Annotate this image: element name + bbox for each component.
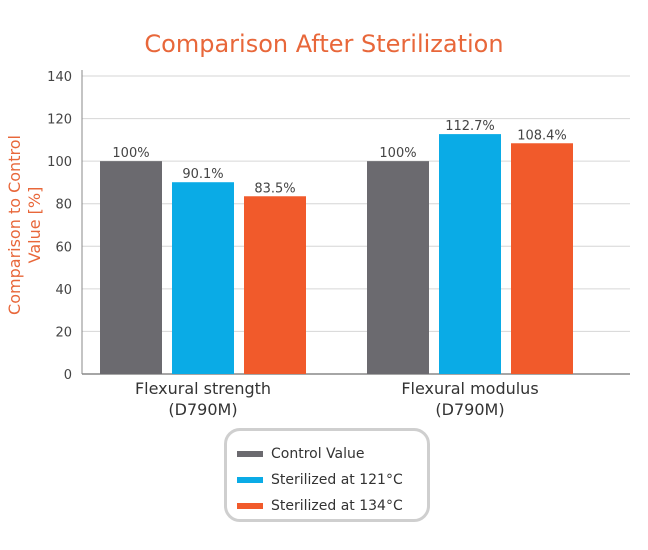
data-label: 90.1% (182, 167, 223, 182)
legend-swatch (237, 451, 263, 457)
legend-item: Sterilized at 121°C (237, 467, 427, 493)
y-tick-label: 120 (47, 113, 72, 128)
y-axis-label: Comparison to Control (5, 135, 24, 315)
bar (244, 196, 306, 374)
legend-label: Sterilized at 134°C (271, 498, 403, 514)
y-tick-label: 80 (55, 198, 72, 213)
bar (511, 143, 573, 374)
data-label: 108.4% (517, 128, 567, 143)
bar (100, 161, 162, 374)
legend-item: Sterilized at 134°C (237, 493, 427, 519)
legend-swatch (237, 503, 263, 509)
y-tick-label: 140 (47, 70, 72, 85)
bar-chart: 0 20 40 60 80 100 120 140 Comparison to Control V… (5, 70, 630, 419)
bar (439, 134, 501, 374)
data-label: 100% (379, 146, 416, 161)
x-tick-label: Flexural modulus (401, 379, 538, 398)
y-axis-label: Value [%] (25, 187, 44, 264)
x-tick-label: (D790M) (168, 400, 237, 419)
data-label: 100% (112, 146, 149, 161)
chart-title: Comparison After Sterilization (144, 30, 504, 58)
bar (367, 161, 429, 374)
legend: Control Value Sterilized at 121°C Steriliz… (224, 428, 430, 522)
legend-label: Control Value (271, 446, 365, 462)
legend-label: Sterilized at 121°C (271, 472, 403, 488)
legend-swatch (237, 477, 263, 483)
y-tick-label: 20 (55, 325, 72, 340)
x-tick-label: (D790M) (435, 400, 504, 419)
y-tick-label: 60 (55, 240, 72, 255)
legend-item: Control Value (237, 441, 427, 467)
y-tick-label: 0 (64, 368, 72, 383)
bar (172, 182, 234, 374)
y-tick-label: 40 (55, 283, 72, 298)
x-tick-label: Flexural strength (135, 379, 271, 398)
y-tick-label: 100 (47, 155, 72, 170)
data-label: 112.7% (445, 119, 495, 134)
data-label: 83.5% (254, 181, 295, 196)
